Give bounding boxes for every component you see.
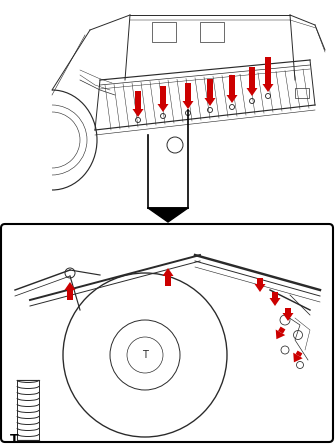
Polygon shape [226, 95, 238, 103]
Polygon shape [67, 290, 73, 300]
Polygon shape [207, 79, 213, 98]
Polygon shape [205, 98, 215, 106]
Polygon shape [249, 67, 255, 88]
Polygon shape [158, 104, 168, 112]
Polygon shape [163, 268, 173, 276]
Bar [200, 22, 224, 42]
Polygon shape [276, 329, 285, 339]
Polygon shape [265, 57, 271, 84]
Polygon shape [182, 101, 194, 109]
Polygon shape [269, 298, 281, 306]
Text: T: T [10, 433, 18, 446]
Polygon shape [257, 278, 263, 284]
FancyBboxPatch shape [1, 224, 333, 442]
Polygon shape [135, 91, 141, 109]
Polygon shape [254, 284, 265, 292]
Polygon shape [148, 208, 188, 222]
Polygon shape [65, 282, 76, 290]
Polygon shape [293, 353, 303, 363]
Polygon shape [262, 84, 274, 92]
Bar [152, 22, 176, 42]
Polygon shape [278, 327, 285, 334]
Polygon shape [296, 350, 302, 357]
Polygon shape [160, 86, 166, 104]
Polygon shape [165, 276, 171, 286]
Polygon shape [229, 75, 235, 95]
Polygon shape [247, 88, 257, 96]
Polygon shape [272, 292, 278, 298]
Polygon shape [185, 83, 191, 101]
Bar [295, 88, 309, 98]
Polygon shape [283, 313, 294, 321]
Polygon shape [132, 109, 143, 117]
Polygon shape [285, 308, 291, 313]
Text: T: T [142, 350, 148, 360]
